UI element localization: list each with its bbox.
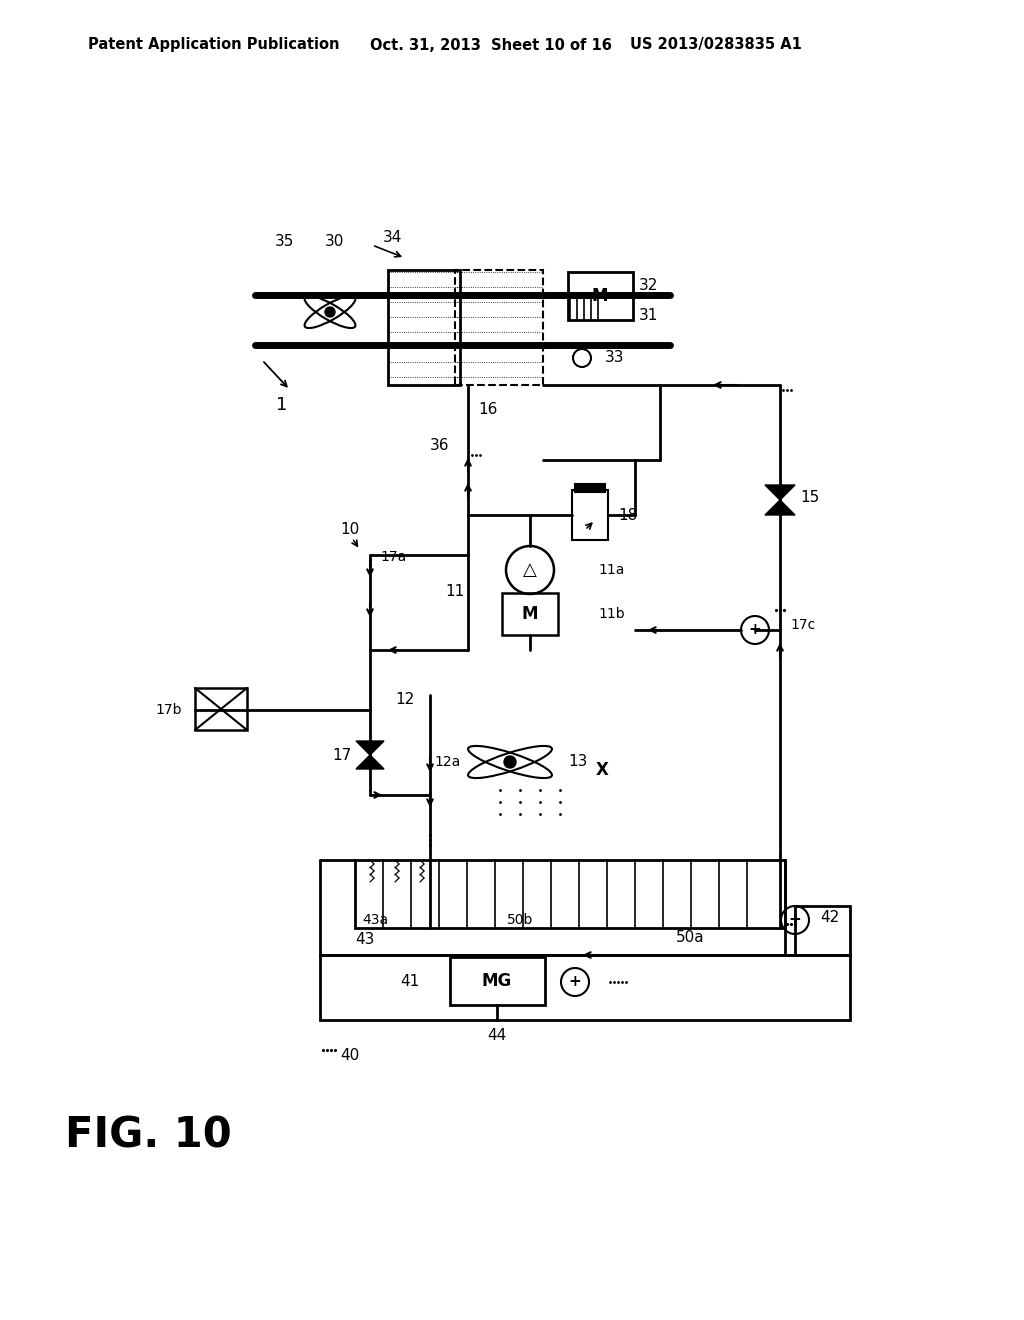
Text: 30: 30 <box>325 235 344 249</box>
Polygon shape <box>765 484 795 500</box>
Text: 33: 33 <box>605 351 625 366</box>
Bar <box>575 484 605 492</box>
Text: 42: 42 <box>820 909 840 924</box>
Text: 12: 12 <box>395 693 415 708</box>
Text: 50a: 50a <box>676 931 705 945</box>
Text: +: + <box>749 623 762 638</box>
Text: 34: 34 <box>383 231 402 246</box>
Polygon shape <box>765 500 795 515</box>
Text: △: △ <box>523 561 537 579</box>
Text: MG: MG <box>482 972 512 990</box>
Text: US 2013/0283835 A1: US 2013/0283835 A1 <box>630 37 802 53</box>
Text: +: + <box>568 974 582 990</box>
Polygon shape <box>356 755 384 770</box>
Text: 17a: 17a <box>380 550 407 564</box>
Text: 41: 41 <box>400 974 420 989</box>
Text: 11: 11 <box>445 585 465 599</box>
Text: 13: 13 <box>568 755 588 770</box>
Bar <box>450 957 545 1005</box>
Text: 35: 35 <box>275 235 295 249</box>
Text: 15: 15 <box>800 490 819 504</box>
Text: 18: 18 <box>618 507 637 523</box>
Text: 36: 36 <box>430 437 450 453</box>
Text: FIG. 10: FIG. 10 <box>65 1114 231 1156</box>
Bar <box>572 490 608 540</box>
Text: M: M <box>592 286 608 305</box>
Text: +: + <box>788 912 802 928</box>
Text: 17b: 17b <box>156 704 182 717</box>
Bar <box>502 593 558 635</box>
Text: Patent Application Publication: Patent Application Publication <box>88 37 340 53</box>
Text: 1: 1 <box>276 396 288 414</box>
Bar <box>319 954 850 1020</box>
Circle shape <box>504 756 516 768</box>
Text: 12a: 12a <box>435 755 461 770</box>
Bar <box>388 271 460 385</box>
Text: 44: 44 <box>487 1027 507 1043</box>
Bar <box>568 272 633 319</box>
Text: 11a: 11a <box>598 564 625 577</box>
Bar <box>195 688 247 730</box>
Text: 43: 43 <box>355 932 375 948</box>
Text: 31: 31 <box>638 308 657 322</box>
Bar <box>355 861 785 928</box>
Circle shape <box>325 308 335 317</box>
Text: 17c: 17c <box>790 618 815 632</box>
Text: M: M <box>522 605 539 623</box>
Text: 50b: 50b <box>507 913 534 927</box>
Text: 10: 10 <box>340 523 359 537</box>
Text: 11b: 11b <box>598 607 625 620</box>
Text: 40: 40 <box>340 1048 359 1063</box>
Text: 43a: 43a <box>361 913 388 927</box>
Text: 32: 32 <box>638 277 657 293</box>
Text: 17: 17 <box>333 747 352 763</box>
Text: 16: 16 <box>478 403 498 417</box>
Polygon shape <box>356 741 384 755</box>
Text: Oct. 31, 2013  Sheet 10 of 16: Oct. 31, 2013 Sheet 10 of 16 <box>370 37 612 53</box>
Bar <box>455 271 543 385</box>
Text: X: X <box>596 762 608 779</box>
